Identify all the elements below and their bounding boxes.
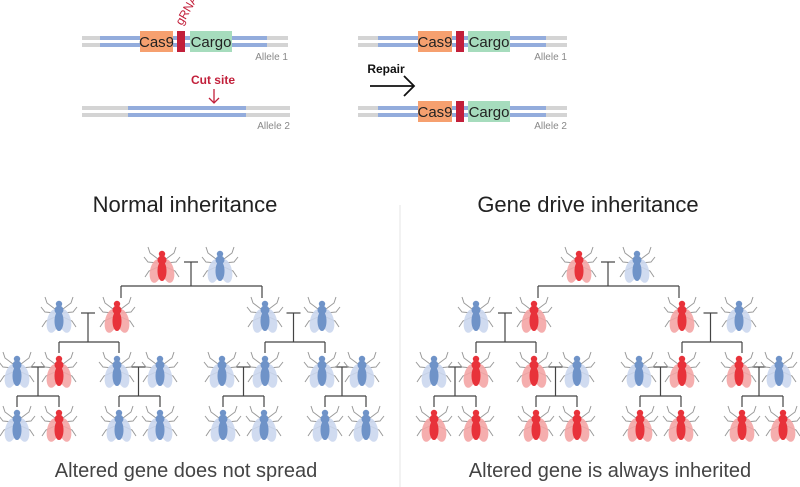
altered-fly-icon [662, 405, 700, 442]
altered-fly-icon [663, 351, 701, 388]
cas9-label: Cas9 [139, 34, 174, 51]
panel-caption-gene-drive: Altered gene is always inherited [469, 460, 751, 482]
wild-type-fly-icon [203, 351, 241, 388]
cargo-label: Cargo [469, 34, 510, 51]
wild-type-fly-icon [620, 351, 658, 388]
panel-caption-normal: Altered gene does not spread [55, 460, 317, 482]
altered-fly-icon [621, 405, 659, 442]
grna-box [456, 101, 464, 122]
pedigree-connector [118, 366, 161, 407]
altered-fly-icon [517, 405, 555, 442]
repair-label: Repair [367, 62, 405, 76]
wild-type-fly-icon [246, 296, 284, 333]
allele-1-label: Allele 1 [534, 52, 567, 63]
pedigree-connector [222, 366, 265, 407]
altered-fly-icon [663, 296, 701, 333]
cut-site-label: Cut site [191, 73, 235, 87]
cas9-label: Cas9 [417, 104, 452, 121]
normal-inheritance-pedigree [0, 246, 385, 442]
pedigree-connector [16, 366, 60, 407]
wild-type-fly-icon [0, 405, 36, 442]
altered-fly-icon [558, 405, 596, 442]
wild-type-fly-icon [558, 351, 596, 388]
panel-title-normal: Normal inheritance [93, 192, 278, 217]
pedigree-connector [120, 261, 263, 298]
allele-2-label: Allele 2 [534, 121, 567, 132]
pedigree-connector [58, 312, 120, 353]
altered-fly-icon [457, 405, 495, 442]
wild-type-fly-icon [720, 296, 758, 333]
pedigree-connector [639, 366, 682, 407]
wild-type-fly-icon [141, 405, 179, 442]
cargo-box [468, 31, 510, 52]
pedigree-connector [475, 312, 537, 353]
altered-fly-icon [723, 405, 761, 442]
altered-fly-icon [764, 405, 800, 442]
altered-fly-icon [143, 246, 181, 283]
allele-1-label: Allele 1 [255, 52, 288, 63]
altered-fly-icon [560, 246, 598, 283]
cargo-label: Cargo [469, 104, 510, 121]
wild-type-fly-icon [760, 351, 798, 388]
cargo-box [190, 31, 232, 52]
gene-drive-pedigree [415, 246, 800, 442]
altered-fly-icon [40, 351, 78, 388]
wild-type-fly-icon [204, 405, 242, 442]
pedigree-connector [324, 366, 367, 407]
cargo-label: Cargo [191, 34, 232, 51]
wild-type-fly-icon [618, 246, 656, 283]
grna-box [177, 31, 185, 52]
cas9-box [418, 101, 452, 122]
cas9-label: Cas9 [417, 34, 452, 51]
wild-type-fly-icon [246, 351, 284, 388]
wild-type-fly-icon [306, 405, 344, 442]
wild-type-fly-icon [98, 351, 136, 388]
altered-fly-icon [515, 296, 553, 333]
wild-type-fly-icon [347, 405, 385, 442]
wild-type-fly-icon [141, 351, 179, 388]
cargo-box [468, 101, 510, 122]
altered-fly-icon [98, 296, 136, 333]
cut-site-arrow-icon [208, 89, 220, 104]
pedigree-connector [537, 261, 680, 298]
altered-fly-icon [457, 351, 495, 388]
altered-fly-icon [515, 351, 553, 388]
pedigree-connector [681, 312, 743, 353]
allele-1-before: Cas9 Cargo gRNA Allele 1 [82, 0, 288, 63]
altered-fly-icon [415, 405, 453, 442]
pedigree-connector [433, 366, 477, 407]
grna-label: gRNA [172, 0, 200, 28]
repair-arrow-icon [370, 75, 416, 97]
allele-2-before: Cut site Allele 2 [82, 73, 290, 132]
cas9-box [418, 31, 452, 52]
wild-type-fly-icon [0, 351, 36, 388]
wild-type-fly-icon [457, 296, 495, 333]
allele-2-after: Cas9 Cargo Allele 2 [358, 101, 567, 132]
pedigree-connector [741, 366, 784, 407]
wild-type-fly-icon [303, 351, 341, 388]
pedigree-connector [535, 366, 578, 407]
wild-type-fly-icon [343, 351, 381, 388]
wild-type-fly-icon [415, 351, 453, 388]
cas9-box [140, 31, 173, 52]
wild-type-fly-icon [40, 296, 78, 333]
wild-type-fly-icon [245, 405, 283, 442]
grna-box [456, 31, 464, 52]
allele-2-label: Allele 2 [257, 121, 290, 132]
panel-title-gene-drive: Gene drive inheritance [477, 192, 698, 217]
wild-type-fly-icon [303, 296, 341, 333]
allele-1-after: Cas9 Cargo Allele 1 [358, 31, 567, 63]
altered-fly-icon [40, 405, 78, 442]
pedigree-connector [264, 312, 326, 353]
altered-fly-icon [720, 351, 758, 388]
wild-type-fly-icon [201, 246, 239, 283]
wild-type-fly-icon [100, 405, 138, 442]
